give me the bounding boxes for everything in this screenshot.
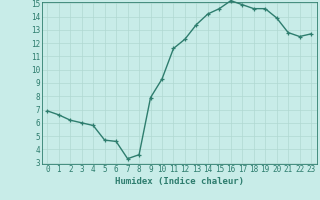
X-axis label: Humidex (Indice chaleur): Humidex (Indice chaleur) [115,177,244,186]
